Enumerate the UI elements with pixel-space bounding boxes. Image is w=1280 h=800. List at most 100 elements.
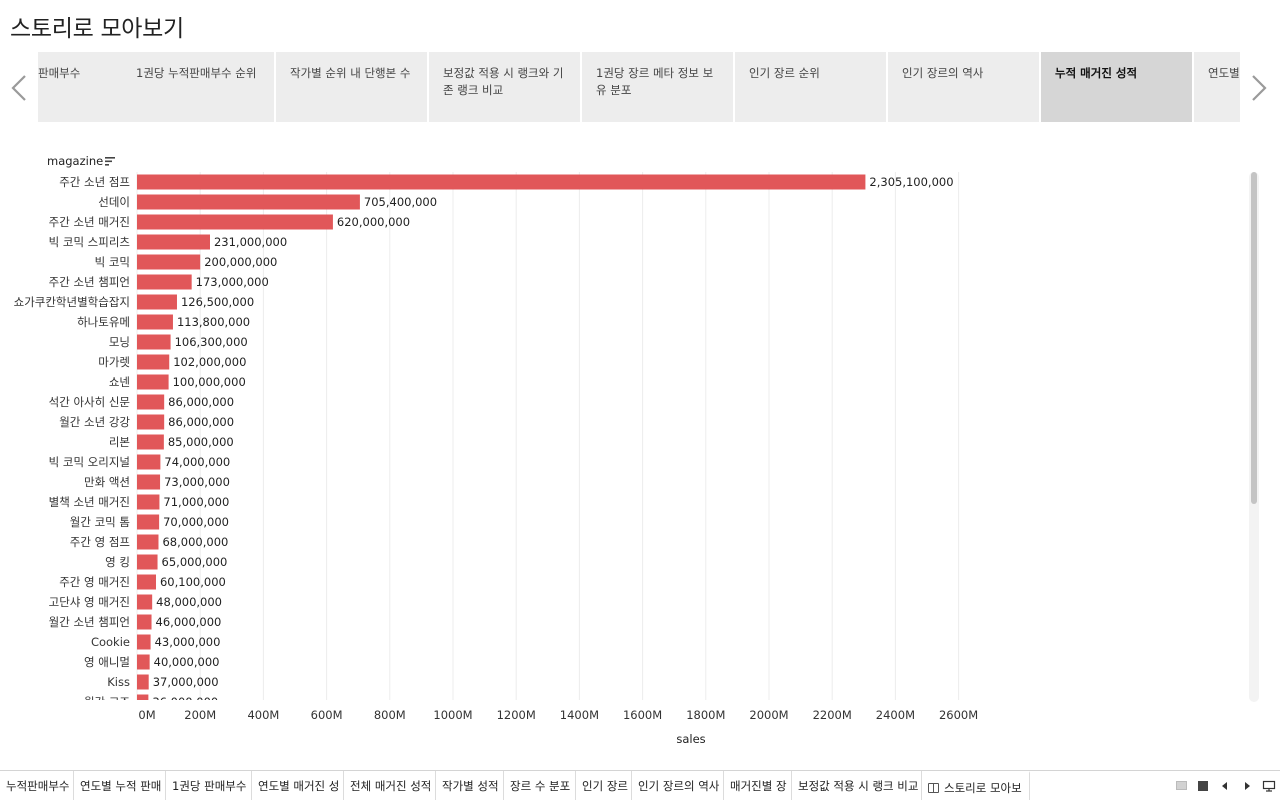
data-label: 73,000,000 — [164, 475, 230, 489]
chart-vertical-scrollbar[interactable] — [1249, 172, 1259, 702]
data-label: 43,000,000 — [155, 635, 221, 649]
bar[interactable] — [137, 434, 164, 450]
sort-descending-icon[interactable] — [105, 157, 115, 166]
bar[interactable] — [137, 634, 151, 650]
data-label: 70,000,000 — [163, 515, 229, 529]
bar[interactable] — [137, 654, 150, 670]
category-label: 빅 코믹 오리지널 — [49, 455, 130, 469]
category-label: 월간 코믹 톰 — [70, 515, 130, 529]
scrollbar-thumb[interactable] — [1251, 172, 1257, 504]
sheet-tab-label: 전체 매거진 성적 — [350, 779, 432, 793]
chevron-right-icon — [1252, 75, 1267, 101]
data-label: 86,000,000 — [168, 415, 234, 429]
sheet-tab-4[interactable]: 연도별 매거진 성 — [252, 771, 344, 800]
data-label: 231,000,000 — [214, 235, 287, 249]
sheet-tab-11[interactable]: 보정값 적용 시 랭크 비교 — [792, 771, 922, 800]
magazine-sales-chart: 주간 소년 점프 2,305,100,000 선데이 705,400,000 주간 소년… — [0, 150, 1280, 750]
story-next-button[interactable] — [1240, 52, 1278, 124]
x-tick-label: 800M — [374, 708, 406, 722]
show-sheet-button[interactable] — [1192, 771, 1214, 800]
sheet-tab-10[interactable]: 매거진별 장 — [724, 771, 792, 800]
bar-chart-svg: 주간 소년 점프 2,305,100,000 선데이 705,400,000 주간 소년… — [14, 154, 979, 746]
category-label: 쇼가쿠칸학년별학습잡지 — [14, 295, 130, 309]
bar[interactable] — [137, 674, 149, 690]
bar[interactable] — [137, 514, 160, 530]
data-label: 100,000,000 — [173, 375, 246, 389]
category-label: 주간 소년 점프 — [59, 175, 130, 189]
bar[interactable] — [137, 194, 360, 210]
x-tick-label: 2000M — [749, 708, 788, 722]
x-tick-label: 2200M — [813, 708, 852, 722]
bar[interactable] — [137, 314, 173, 330]
bar[interactable] — [137, 394, 165, 410]
bar[interactable] — [137, 554, 158, 570]
category-label: 별책 소년 매거진 — [49, 495, 130, 509]
category-label: 주간 영 매거진 — [59, 575, 130, 589]
category-label: 영 킹 — [105, 555, 130, 569]
bar[interactable] — [137, 594, 153, 610]
bar[interactable] — [137, 474, 161, 490]
bar[interactable] — [137, 694, 149, 710]
story-point-4[interactable]: 보정값 적용 시 랭크와 기존 랭크 비교 — [429, 52, 580, 122]
story-point-9[interactable]: 연도별 — [1194, 52, 1240, 122]
sheet-tab-7[interactable]: 장르 수 분포 — [504, 771, 576, 800]
category-label: Cookie — [91, 635, 130, 649]
x-tick-label: 1200M — [497, 708, 536, 722]
bar[interactable] — [137, 214, 333, 230]
book-icon — [928, 783, 939, 793]
bar[interactable] — [137, 574, 156, 590]
data-label: 40,000,000 — [154, 655, 220, 669]
story-point-7[interactable]: 인기 장르의 역사 — [888, 52, 1039, 122]
category-label: 빅 코믹 스피리츠 — [49, 235, 130, 249]
x-tick-label: 1600M — [623, 708, 662, 722]
sheet-tab-5[interactable]: 전체 매거진 성적 — [344, 771, 436, 800]
presentation-mode-button[interactable] — [1258, 771, 1280, 800]
sheet-tab-12[interactable]: 스토리로 모아보 — [922, 771, 1030, 800]
sheet-tab-1[interactable]: 누적판매부수 — [0, 771, 74, 800]
story-point-1[interactable]: 판매부수 — [38, 52, 122, 122]
story-prev-button[interactable] — [0, 52, 38, 124]
story-point-6[interactable]: 인기 장르 순위 — [735, 52, 886, 122]
sheet-tab-label: 1권당 판매부수 — [172, 779, 247, 793]
bar-rows: 주간 소년 점프 2,305,100,000 선데이 705,400,000 주간 소년… — [14, 174, 954, 710]
bar[interactable] — [137, 534, 159, 550]
sheet-tab-2[interactable]: 연도별 누적 판매 — [74, 771, 166, 800]
category-label: 리본 — [109, 435, 130, 449]
data-label: 620,000,000 — [337, 215, 410, 229]
category-label: 빅 코믹 — [95, 255, 130, 269]
bar[interactable] — [137, 174, 866, 190]
data-label: 173,000,000 — [196, 275, 269, 289]
bar[interactable] — [137, 614, 152, 630]
x-tick-label: 2400M — [876, 708, 915, 722]
story-point-3[interactable]: 작가별 순위 내 단행본 수 — [276, 52, 427, 122]
sheet-tab-6[interactable]: 작가별 성적 — [436, 771, 504, 800]
bar[interactable] — [137, 294, 177, 310]
bar[interactable] — [137, 274, 192, 290]
bar[interactable] — [137, 494, 160, 510]
bar[interactable] — [137, 454, 161, 470]
sheet-tab-label: 장르 수 분포 — [510, 779, 571, 793]
bar[interactable] — [137, 334, 171, 350]
x-tick-label: 400M — [247, 708, 279, 722]
x-tick-label: 2600M — [939, 708, 978, 722]
sheet-tab-8[interactable]: 인기 장르 — [576, 771, 632, 800]
triangle-left-icon — [1222, 781, 1227, 790]
sheet-tab-9[interactable]: 인기 장르의 역사 — [632, 771, 724, 800]
sheet-tab-label: 보정값 적용 시 랭크 비교 — [798, 779, 919, 793]
data-label: 126,500,000 — [181, 295, 254, 309]
story-point-8[interactable]: 누적 매거진 성적 — [1041, 52, 1192, 122]
category-label: 모닝 — [109, 335, 130, 349]
bar[interactable] — [137, 234, 210, 250]
bar[interactable] — [137, 414, 165, 430]
category-label: 주간 영 점프 — [70, 535, 130, 549]
prev-sheet-button[interactable] — [1214, 771, 1236, 800]
sheet-tab-3[interactable]: 1권당 판매부수 — [166, 771, 252, 800]
bar[interactable] — [137, 374, 169, 390]
show-filmstrip-button[interactable] — [1170, 771, 1192, 800]
bar[interactable] — [137, 254, 201, 270]
next-sheet-button[interactable] — [1236, 771, 1258, 800]
x-tick-label: 1800M — [686, 708, 725, 722]
story-point-5[interactable]: 1권당 장르 메타 정보 보유 분포 — [582, 52, 733, 122]
story-point-2[interactable]: 1권당 누적판매부수 순위 — [122, 52, 274, 122]
bar[interactable] — [137, 354, 170, 370]
